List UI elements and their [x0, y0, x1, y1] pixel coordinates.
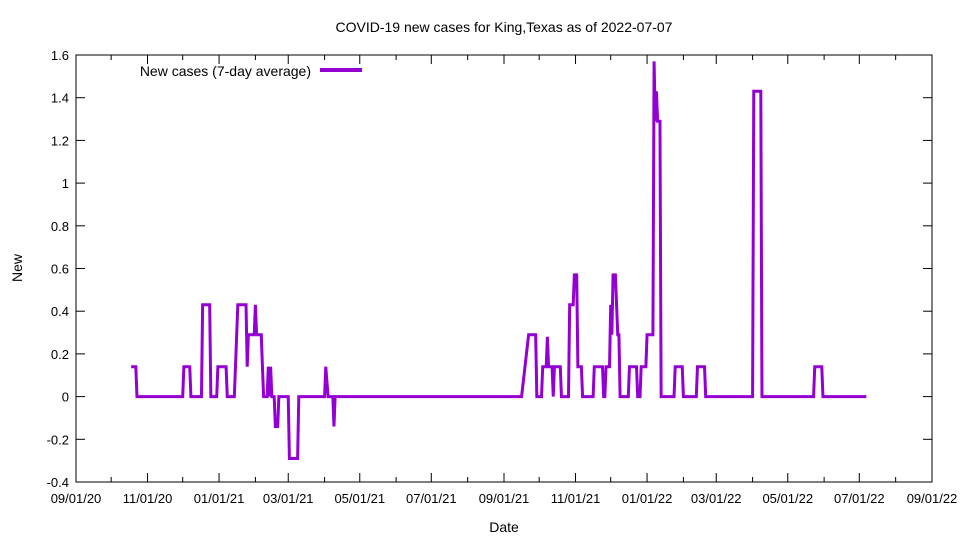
y-axis-label: New — [9, 253, 25, 282]
y-tick-label: -0.2 — [47, 432, 69, 447]
x-tick-label: 09/01/20 — [51, 491, 102, 506]
y-tick-label: 1.4 — [51, 91, 69, 106]
x-tick-label: 01/01/22 — [622, 491, 673, 506]
chart-title: COVID-19 new cases for King,Texas as of … — [336, 19, 673, 35]
x-tick-label: 09/01/22 — [907, 491, 958, 506]
y-tick-label: -0.4 — [47, 475, 69, 490]
x-tick-label: 05/01/22 — [762, 491, 813, 506]
series-layer — [131, 61, 867, 461]
y-tick-label: 0.4 — [51, 304, 69, 319]
y-axis-ticks: -0.4 -0.2 0 0.2 0.4 0.6 0.8 1 1.2 1.4 1.6 — [47, 48, 932, 490]
x-tick-label: 11/01/21 — [551, 491, 601, 506]
y-tick-label: 0.8 — [51, 219, 69, 234]
x-axis-label: Date — [489, 519, 519, 535]
x-tick-label: 07/01/21 — [406, 491, 457, 506]
legend: New cases (7-day average) — [140, 63, 362, 79]
x-tick-label: 09/01/21 — [479, 491, 530, 506]
x-tick-label: 11/01/20 — [123, 491, 173, 506]
x-tick-label: 03/01/22 — [691, 491, 742, 506]
y-tick-label: 1.6 — [51, 48, 69, 63]
y-tick-label: 0 — [62, 390, 69, 405]
x-axis-ticks: 09/01/20 11/01/20 01/01/21 03/01/21 05/01/21… — [51, 55, 958, 506]
x-tick-label: 03/01/21 — [263, 491, 314, 506]
legend-label: New cases (7-day average) — [140, 63, 311, 79]
plot-frame — [75, 54, 933, 483]
x-tick-label: 05/01/21 — [334, 491, 385, 506]
x-tick-label: 01/01/21 — [194, 491, 245, 506]
y-tick-label: 0.2 — [51, 347, 69, 362]
y-tick-label: 1 — [62, 176, 69, 191]
y-tick-label: 0.6 — [51, 262, 69, 277]
series-line-0 — [131, 61, 867, 461]
x-tick-label: 07/01/22 — [834, 491, 885, 506]
y-tick-label: 1.2 — [51, 133, 69, 148]
